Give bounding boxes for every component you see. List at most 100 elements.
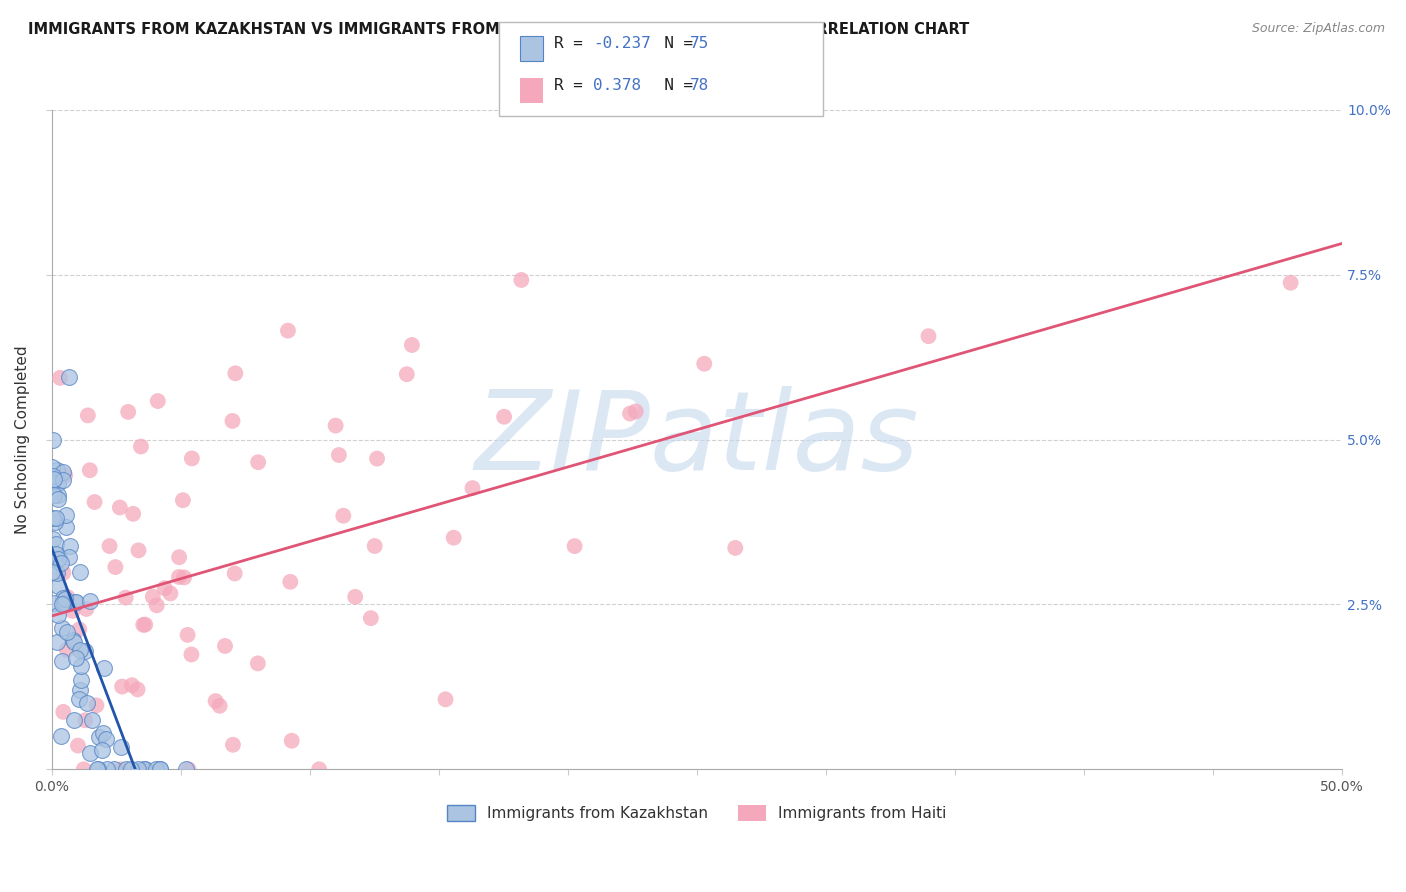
Point: [66, 739, 89, 753]
Point: [46, 488, 69, 502]
Point: [67, 623, 90, 637]
Point: [89, 730, 111, 744]
Point: [52, 596, 75, 610]
Text: 75: 75: [690, 36, 710, 51]
Point: [56, 590, 79, 604]
Point: [62, 633, 84, 648]
Point: [58, 369, 80, 384]
Point: [395, 368, 418, 382]
Point: [45, 635, 67, 649]
Point: [494, 409, 516, 424]
Point: [332, 508, 354, 523]
Point: [63, 635, 86, 649]
Point: [48, 579, 70, 593]
Point: [69, 659, 91, 673]
Point: [127, 762, 149, 776]
Text: R =: R =: [554, 36, 592, 51]
Point: [277, 324, 299, 338]
Point: [45, 463, 67, 477]
Point: [401, 338, 423, 352]
Text: Source: ZipAtlas.com: Source: ZipAtlas.com: [1251, 22, 1385, 36]
Point: [176, 628, 198, 642]
Point: [278, 574, 301, 589]
Point: [461, 481, 484, 495]
Point: [159, 586, 181, 600]
Point: [48, 550, 70, 565]
Point: [69, 673, 91, 687]
Point: [564, 539, 586, 553]
Point: [55, 625, 77, 640]
Point: [42, 511, 65, 525]
Point: [167, 570, 190, 584]
Point: [121, 678, 143, 692]
Point: [46, 476, 69, 491]
Point: [127, 682, 149, 697]
Point: [246, 657, 269, 671]
Point: [149, 762, 172, 776]
Point: [86, 698, 108, 713]
Point: [49, 730, 72, 744]
Point: [110, 739, 132, 754]
Point: [224, 367, 246, 381]
Point: [724, 541, 747, 555]
Point: [214, 639, 236, 653]
Point: [73, 762, 96, 776]
Point: [52, 473, 75, 487]
Point: [325, 418, 347, 433]
Point: [69, 565, 91, 579]
Point: [49, 371, 72, 385]
Point: [41, 566, 63, 580]
Point: [79, 747, 101, 761]
Point: [280, 733, 302, 747]
Point: [363, 539, 385, 553]
Point: [62, 604, 84, 618]
Point: [111, 680, 134, 694]
Point: [96, 731, 118, 746]
Point: [167, 550, 190, 565]
Point: [75, 602, 97, 616]
Point: [55, 519, 77, 533]
Point: [75, 713, 97, 727]
Point: [443, 531, 465, 545]
Text: ZIPatlas: ZIPatlas: [475, 386, 920, 493]
Point: [91, 726, 114, 740]
Y-axis label: No Schooling Completed: No Schooling Completed: [15, 345, 30, 533]
Point: [180, 451, 202, 466]
Point: [41, 433, 63, 447]
Point: [52, 566, 75, 580]
Point: [53, 591, 76, 606]
Point: [134, 617, 156, 632]
Point: [45, 547, 67, 561]
Point: [46, 566, 69, 581]
Point: [174, 762, 197, 776]
Point: [69, 682, 91, 697]
Point: [619, 407, 641, 421]
Point: [83, 495, 105, 509]
Point: [79, 463, 101, 477]
Point: [110, 762, 132, 776]
Point: [222, 738, 245, 752]
Point: [221, 414, 243, 428]
Point: [308, 762, 330, 776]
Point: [510, 273, 533, 287]
Point: [134, 762, 156, 776]
Point: [42, 472, 65, 486]
Point: [75, 643, 97, 657]
Point: [129, 440, 152, 454]
Point: [146, 394, 169, 409]
Text: IMMIGRANTS FROM KAZAKHSTAN VS IMMIGRANTS FROM HAITI NO SCHOOLING COMPLETED CORRE: IMMIGRANTS FROM KAZAKHSTAN VS IMMIGRANTS…: [28, 22, 969, 37]
Point: [366, 451, 388, 466]
Point: [52, 591, 75, 605]
Point: [132, 762, 155, 776]
Point: [114, 591, 136, 605]
Point: [51, 597, 73, 611]
Point: [51, 557, 73, 571]
Point: [41, 459, 63, 474]
Point: [42, 488, 65, 502]
Point: [149, 762, 172, 776]
Point: [93, 661, 115, 675]
Point: [42, 469, 65, 483]
Point: [145, 762, 167, 776]
Text: 0.378: 0.378: [593, 78, 641, 93]
Point: [173, 570, 195, 584]
